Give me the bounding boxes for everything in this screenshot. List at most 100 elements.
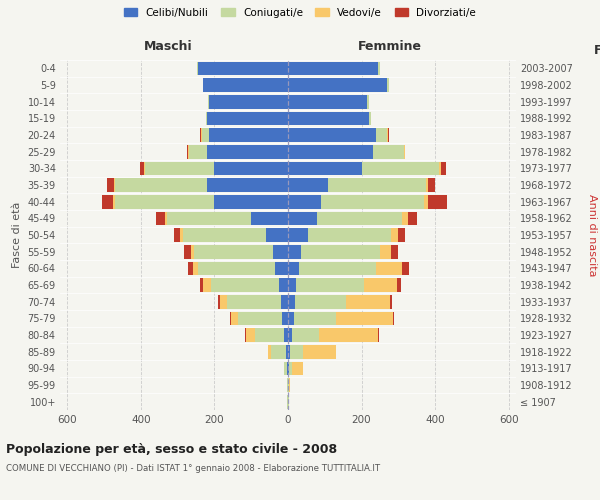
Bar [388,128,389,142]
Bar [206,112,207,125]
Bar [220,295,227,308]
Bar [198,262,275,275]
Text: Femmine: Femmine [595,44,600,57]
Bar [275,262,288,275]
Bar [102,195,113,208]
Bar [376,262,402,275]
Bar [209,95,288,108]
Bar [380,245,391,258]
Bar [207,178,288,192]
Bar [255,328,284,342]
Bar [364,278,397,292]
Bar [397,278,401,292]
Bar [203,78,288,92]
Bar [107,178,114,192]
Text: COMUNE DI VECCHIANO (PI) - Dati ISTAT 1° gennaio 2008 - Elaborazione TUTTITALIA.: COMUNE DI VECCHIANO (PI) - Dati ISTAT 1°… [6,464,380,473]
Bar [288,245,301,258]
Bar [284,362,287,375]
Bar [140,162,144,175]
Bar [428,195,447,208]
Bar [292,362,303,375]
Bar [402,212,407,225]
Bar [155,212,165,225]
Bar [173,228,180,242]
Bar [286,345,288,358]
Bar [369,112,371,125]
Bar [194,245,273,258]
Bar [293,312,336,325]
Text: Maschi: Maschi [143,40,193,52]
Bar [283,312,288,325]
Bar [208,95,209,108]
Bar [273,245,288,258]
Bar [308,228,391,242]
Bar [281,295,288,308]
Bar [362,162,439,175]
Bar [214,162,288,175]
Bar [407,212,417,225]
Bar [288,78,387,92]
Bar [268,345,271,358]
Bar [439,162,440,175]
Bar [424,195,428,208]
Bar [144,162,145,175]
Bar [193,262,198,275]
Bar [167,212,251,225]
Bar [184,245,191,258]
Bar [288,295,295,308]
Bar [180,228,183,242]
Bar [209,128,288,142]
Bar [317,212,402,225]
Bar [251,212,288,225]
Bar [288,128,376,142]
Bar [290,345,303,358]
Bar [115,195,214,208]
Bar [426,178,428,192]
Bar [211,278,279,292]
Bar [301,245,380,258]
Bar [373,145,404,158]
Bar [319,328,378,342]
Bar [227,295,281,308]
Bar [203,278,211,292]
Bar [393,312,394,325]
Bar [284,328,288,342]
Bar [113,195,115,208]
Bar [271,345,286,358]
Text: Popolazione per età, sesso e stato civile - 2008: Popolazione per età, sesso e stato civil… [6,442,337,456]
Bar [114,178,115,192]
Bar [303,345,336,358]
Bar [198,62,288,75]
Bar [218,295,220,308]
Bar [145,162,214,175]
Bar [289,362,292,375]
Bar [387,78,389,92]
Bar [391,228,398,242]
Bar [246,328,255,342]
Bar [391,245,398,258]
Bar [197,62,198,75]
Bar [288,112,369,125]
Legend: Celibi/Nubili, Coniugati/e, Vedovi/e, Divorziati/e: Celibi/Nubili, Coniugati/e, Vedovi/e, Di… [124,8,476,18]
Bar [292,328,319,342]
Bar [287,362,288,375]
Bar [188,145,189,158]
Y-axis label: Anni di nascita: Anni di nascita [587,194,597,276]
Bar [214,195,288,208]
Bar [230,312,231,325]
Bar [288,178,328,192]
Bar [295,295,346,308]
Bar [279,278,288,292]
Bar [376,128,387,142]
Bar [367,95,369,108]
Bar [288,328,292,342]
Bar [288,362,289,375]
Bar [238,312,283,325]
Bar [402,262,409,275]
Bar [191,245,194,258]
Bar [187,145,188,158]
Bar [288,345,290,358]
Bar [188,262,193,275]
Bar [189,145,207,158]
Bar [201,128,202,142]
